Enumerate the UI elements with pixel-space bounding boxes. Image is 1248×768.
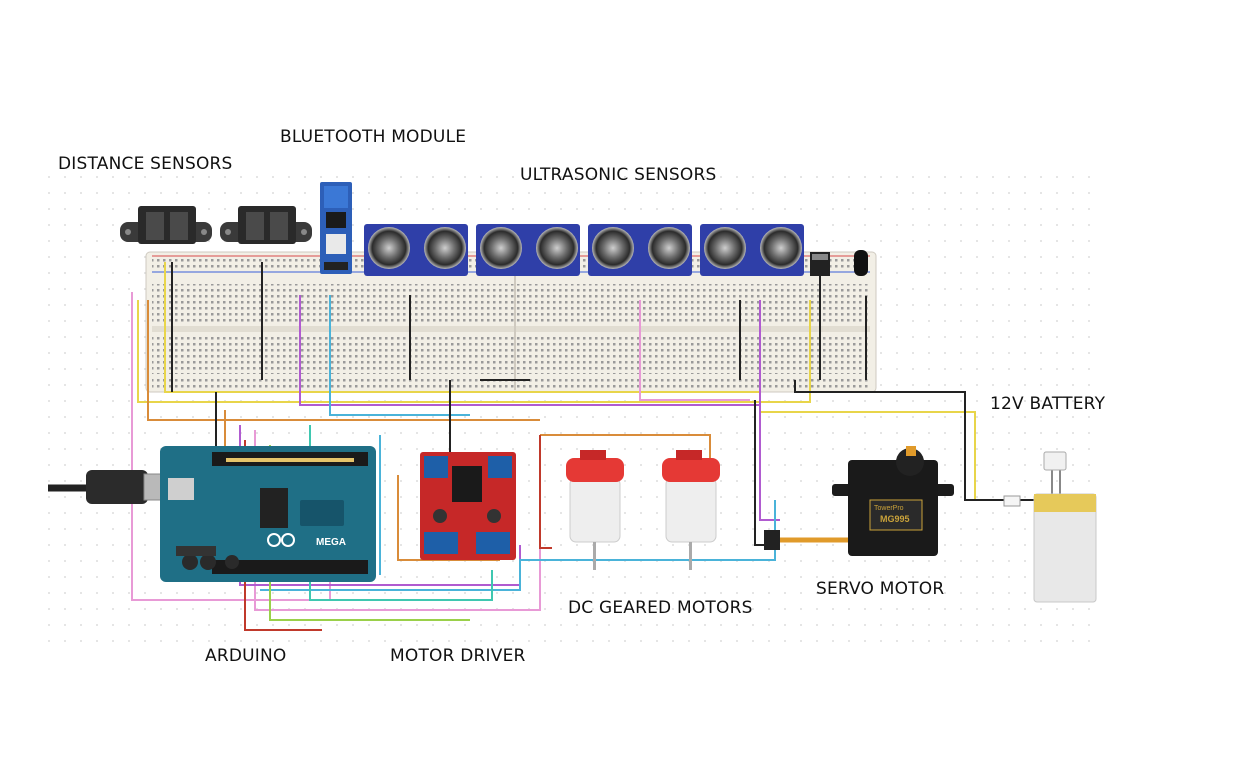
ultrasonic-sensor-3 (588, 224, 692, 276)
ultrasonic-sensor-4 (700, 224, 804, 276)
label-dc-geared-motors: DC GEARED MOTORS (568, 598, 753, 618)
motor-driver-board (420, 452, 516, 560)
dc-motor-2 (662, 450, 720, 570)
label-motor-driver: MOTOR DRIVER (390, 646, 526, 666)
voltage-regulator (810, 252, 830, 276)
servo-model-text: MG995 (880, 514, 910, 524)
label-ultrasonic-sensors: ULTRASONIC SENSORS (520, 165, 717, 185)
label-servo-motor: SERVO MOTOR (816, 579, 945, 599)
bluetooth-module (320, 182, 352, 274)
distance-sensor-2 (220, 206, 312, 244)
arduino-board (160, 446, 376, 582)
dc-motor-1 (566, 450, 624, 570)
label-arduino: ARDUINO (205, 646, 287, 666)
servo-brand-text: TowerPro (874, 505, 904, 512)
label-12v-battery: 12V BATTERY (990, 394, 1106, 414)
label-distance-sensors: DISTANCE SENSORS (58, 154, 233, 174)
ultrasonic-sensor-2 (476, 224, 580, 276)
battery (1003, 451, 1097, 603)
arduino-mega-text: MEGA (316, 537, 346, 548)
capacitor (854, 250, 868, 276)
breadboard (145, 251, 877, 393)
label-bluetooth-module: BLUETOOTH MODULE (280, 127, 467, 147)
ultrasonic-sensor-1 (364, 224, 468, 276)
wires (131, 262, 1035, 631)
servo-motor (764, 446, 954, 556)
arduino-logo (267, 533, 295, 547)
distance-sensor-1 (120, 206, 212, 244)
